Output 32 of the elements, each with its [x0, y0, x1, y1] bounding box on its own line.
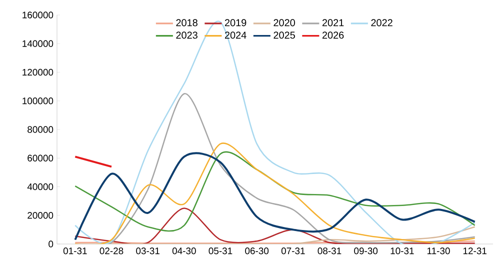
legend-label: 2026	[322, 32, 344, 39]
legend-label: 2018	[176, 19, 198, 26]
y-tick-label: 100000	[22, 98, 54, 104]
x-tick-label: 12-31	[463, 248, 486, 254]
legend-label: 2024	[224, 32, 246, 39]
x-tick-label: 07-31	[281, 248, 305, 254]
x-tick-label: 10-31	[390, 248, 414, 254]
legend-label: 2021	[322, 19, 344, 26]
x-tick-label: 04-30	[172, 248, 196, 254]
legend-label: 2020	[274, 19, 295, 26]
legend-label: 2022	[371, 19, 392, 26]
y-tick-label: 120000	[22, 68, 54, 76]
x-tick-label: 06-30	[245, 248, 269, 254]
y-tick-label: 60000	[28, 154, 54, 162]
y-tick-label: 0	[48, 240, 54, 248]
x-tick-label: 05-31	[208, 248, 232, 254]
line-series	[74, 208, 476, 244]
x-tick-label: 09-30	[354, 248, 378, 254]
x-tick-label: 01-31	[63, 248, 87, 254]
x-tick-label: 03-31	[136, 248, 160, 254]
y-tick-label: 140000	[22, 40, 54, 47]
x-tick-label: 08-31	[318, 248, 342, 254]
x-tick-label: 02-28	[100, 248, 124, 254]
legend-label: 2023	[176, 32, 198, 39]
y-tick-label: 160000	[22, 12, 54, 18]
y-tick-label: 40000	[27, 183, 54, 190]
legend-label: 2019	[224, 19, 246, 26]
y-tick-label: 20000	[28, 212, 54, 219]
x-tick-label: 11-30	[427, 248, 450, 254]
line-series	[74, 21, 476, 244]
legend-label: 2025	[274, 32, 295, 39]
y-tick-label: 80000	[28, 126, 54, 133]
